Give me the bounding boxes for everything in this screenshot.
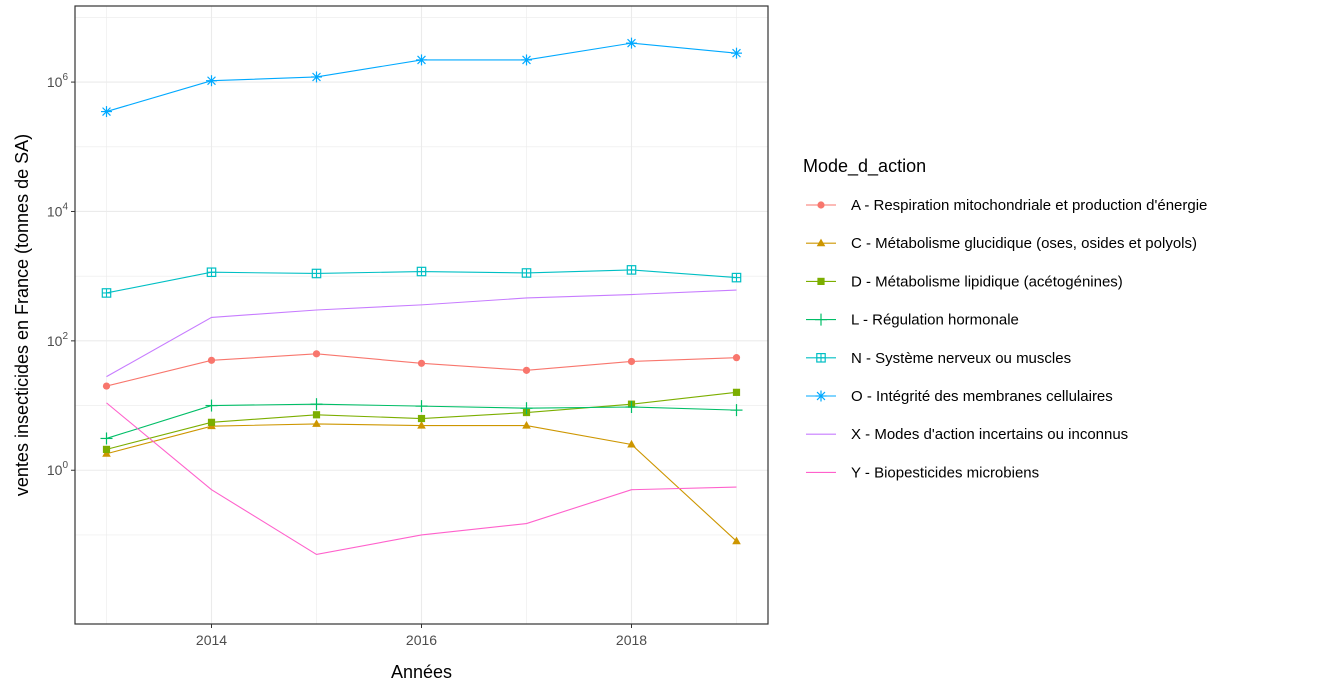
x-tick-label: 2014: [196, 632, 227, 648]
data-point: [312, 350, 321, 358]
data-point: [625, 400, 638, 413]
legend-title: Mode_d_action: [803, 156, 926, 177]
data-point: [312, 411, 321, 419]
legend-label: A - Respiration mitochondriale et produc…: [851, 197, 1207, 214]
data-point: [101, 288, 112, 298]
legend-label: Y - Biopesticides microbiens: [851, 464, 1039, 481]
data-point: [627, 357, 636, 366]
legend-label: L - Régulation hormonale: [851, 312, 1019, 329]
x-tick-label: 2016: [406, 632, 437, 648]
legend-item: X - Modes d'action incertains ou inconnu…: [806, 426, 1128, 443]
data-point: [732, 388, 741, 396]
data-point: [312, 419, 321, 427]
data-point: [522, 420, 531, 429]
legend-item: C - Métabolisme glucidique (oses, osides…: [806, 235, 1197, 252]
series-line-7: [106, 402, 737, 555]
data-point: [205, 399, 218, 412]
legend-item: D - Métabolisme lipidique (acétogénines): [806, 273, 1123, 290]
data-point: [101, 106, 112, 118]
data-point: [207, 418, 216, 426]
data-point: [310, 398, 323, 411]
data-point: [522, 366, 531, 374]
series-line-6: [106, 289, 737, 378]
data-point: [520, 402, 533, 415]
legend-item: N - Système nerveux ou muscles: [806, 350, 1071, 367]
data-point: [732, 354, 741, 362]
data-point: [417, 420, 426, 429]
y-axis-title: ventes insecticides en France (tonnes de…: [12, 134, 32, 496]
data-point: [626, 265, 637, 275]
data-point: [417, 359, 426, 367]
legend-key-marker: [816, 238, 826, 247]
data-point: [730, 404, 743, 417]
legend-label: N - Système nerveux ou muscles: [851, 350, 1071, 367]
legend-key-marker: [817, 277, 825, 285]
y-tick-label: 100: [47, 460, 69, 478]
data-point: [416, 54, 427, 66]
legend-label: C - Métabolisme glucidique (oses, osides…: [851, 235, 1197, 252]
legend-key-marker: [817, 201, 825, 209]
data-point: [731, 47, 742, 59]
legend-item: Y - Biopesticides microbiens: [806, 464, 1039, 481]
data-point: [206, 267, 217, 278]
data-point: [206, 75, 217, 87]
legend-label: X - Modes d'action incertains ou inconnu…: [851, 426, 1128, 443]
data-point: [731, 272, 742, 283]
data-point: [415, 400, 428, 413]
x-tick-label: 2018: [616, 632, 647, 648]
legend-key-marker: [816, 353, 826, 363]
data-point: [732, 536, 741, 545]
data-point: [311, 268, 322, 279]
y-tick-label: 102: [47, 331, 69, 349]
y-tick-label: 106: [47, 72, 69, 90]
legend-label: D - Métabolisme lipidique (acétogénines): [851, 273, 1123, 290]
data-point: [102, 445, 111, 453]
data-point: [100, 432, 113, 445]
data-point: [521, 268, 532, 278]
y-tick-label: 104: [47, 201, 69, 219]
data-point: [311, 71, 322, 83]
legend-key-marker: [815, 313, 827, 326]
data-point: [416, 266, 427, 277]
legend-key-marker: [815, 390, 827, 402]
legend-label: O - Intégrité des membranes cellulaires: [851, 388, 1113, 405]
legend-item: A - Respiration mitochondriale et produc…: [806, 197, 1207, 214]
data-point: [627, 439, 636, 448]
legend-item: O - Intégrité des membranes cellulaires: [806, 388, 1113, 405]
data-point: [521, 54, 532, 66]
x-axis-title: Années: [391, 662, 452, 682]
data-point: [207, 356, 216, 364]
data-point: [417, 414, 426, 423]
data-point: [626, 37, 637, 49]
data-point: [102, 382, 111, 390]
legend-item: L - Régulation hormonale: [806, 312, 1019, 329]
